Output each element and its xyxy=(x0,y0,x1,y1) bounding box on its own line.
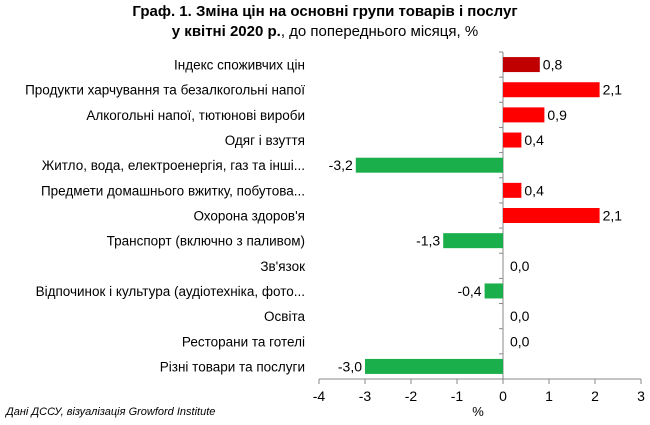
bar xyxy=(503,107,545,123)
value-label: 0,4 xyxy=(524,182,544,198)
category-label: Предмети домашнього вжитку, побутова... xyxy=(41,183,305,198)
category-label: Алкогольні напої, тютюнові вироби xyxy=(86,108,305,123)
value-label: -0,4 xyxy=(457,283,481,299)
title-units: , до попереднього місяця, % xyxy=(280,23,479,40)
category-label: Транспорт (включно з паливом) xyxy=(107,234,305,249)
x-tick-label: 2 xyxy=(591,388,599,404)
bar xyxy=(355,157,503,173)
bar xyxy=(503,132,522,148)
value-label: -3,2 xyxy=(329,157,353,173)
bar xyxy=(503,208,600,223)
category-label: Ресторани та готелі xyxy=(182,334,305,349)
x-tick-label: 1 xyxy=(545,388,553,404)
x-tick-label: -3 xyxy=(359,388,372,404)
value-label: 0,0 xyxy=(510,333,530,349)
category-label: Індекс споживчих цін xyxy=(174,58,305,73)
chart-title: Граф. 1. Зміна цін на основні групи това… xyxy=(0,2,650,42)
title-period: у квітні 2020 р. xyxy=(171,23,281,40)
category-label: Освіта xyxy=(264,309,305,324)
source-note: Дані ДССУ, візуалізація Growford Institu… xyxy=(6,406,216,418)
x-tick-label: -4 xyxy=(313,388,326,404)
value-label: 0,0 xyxy=(510,308,530,324)
x-tick-label: -1 xyxy=(451,388,464,404)
bar xyxy=(503,182,522,198)
value-label: 0,9 xyxy=(547,107,567,123)
category-label: Одяг і взуття xyxy=(225,133,305,148)
value-label: 0,8 xyxy=(543,57,563,73)
value-label: 2,1 xyxy=(603,208,623,224)
value-label: -3,0 xyxy=(338,358,362,374)
title-line-2: у квітні 2020 р., до попереднього місяця… xyxy=(0,22,650,42)
x-tick-label: 3 xyxy=(637,388,645,404)
bar xyxy=(503,57,540,73)
bar xyxy=(484,283,503,299)
bar xyxy=(365,358,503,374)
category-label: Охорона здоров'я xyxy=(193,209,305,224)
bar xyxy=(443,233,503,249)
x-tick-label: -2 xyxy=(405,388,418,404)
value-label: 2,1 xyxy=(603,82,623,98)
value-label: -1,3 xyxy=(416,233,440,249)
x-tick-label: 0 xyxy=(499,388,507,404)
category-label: Продукти харчування та безалкогольні нап… xyxy=(25,83,305,98)
value-label: 0,4 xyxy=(524,132,544,148)
category-label: Житло, вода, електроенергія, газ та інші… xyxy=(42,158,305,173)
category-label: Зв'язок xyxy=(260,259,305,274)
value-label: 0,0 xyxy=(510,258,530,274)
bar xyxy=(503,82,600,98)
title-line-1: Граф. 1. Зміна цін на основні групи това… xyxy=(132,3,518,20)
x-axis-label: % xyxy=(472,404,484,419)
category-label: Відпочинок і культура (аудіотехніка, фот… xyxy=(36,284,305,299)
category-label: Різні товари та послуги xyxy=(160,359,305,374)
